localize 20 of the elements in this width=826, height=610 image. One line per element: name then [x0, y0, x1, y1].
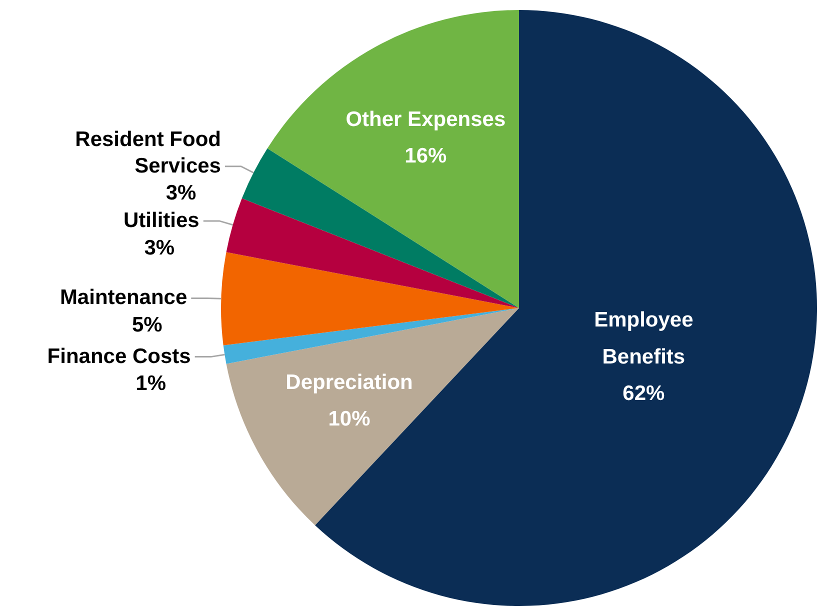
- data-label: 10%: [328, 407, 371, 430]
- data-label: 5%: [132, 313, 163, 336]
- data-label: 16%: [404, 144, 448, 168]
- slice-label: Finance Costs: [47, 344, 191, 368]
- pie-slice: [221, 252, 519, 346]
- data-label: 3%: [144, 236, 175, 259]
- slice-label: Other Expenses: [346, 107, 506, 130]
- slice-label: Resident Food Services: [75, 128, 222, 177]
- slice-label: Utilities: [124, 208, 200, 232]
- slice-label: Employee Benefits: [594, 308, 694, 368]
- data-label: 62%: [622, 382, 666, 405]
- pie-slice: [267, 10, 519, 308]
- slice-label: Maintenance: [60, 286, 188, 309]
- pie-slice: [242, 148, 519, 308]
- data-label: 3%: [166, 181, 197, 204]
- data-label: 1%: [136, 372, 166, 395]
- slice-label: Depreciation: [286, 370, 413, 394]
- pie-slice: [223, 308, 519, 364]
- pie-slice: [226, 308, 519, 526]
- pie-slice: [226, 198, 519, 308]
